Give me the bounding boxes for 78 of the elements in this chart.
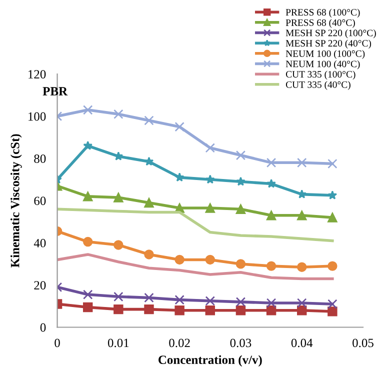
legend-label: PRESS 68 (40°C) [286,19,355,28]
y-tick-label: 60 [34,196,46,206]
point [328,306,338,316]
y-axis-title: Kinematic Viscosity (cSt) [10,134,22,268]
point [144,198,154,208]
point [266,306,276,316]
point [266,210,276,220]
point [174,172,184,182]
point [297,158,307,168]
point [144,116,154,126]
x-tick-label: 0.01 [108,338,129,348]
legend-label: MESH SP 220 (40°C) [286,40,372,49]
y-tick-label: 120 [28,70,46,79]
y-tick-label: 40 [34,238,46,248]
point [236,176,246,186]
point [174,254,184,265]
point [205,254,216,265]
point [266,178,276,188]
line-series [57,253,334,280]
point [266,158,276,168]
point [82,105,93,115]
point [174,122,184,132]
point [144,156,154,166]
point [205,174,215,184]
x-tick-label: 0.04 [291,338,313,348]
legend-label: CUT 335 (100°C) [286,70,356,80]
point [266,298,276,308]
y-tick-label: 80 [34,154,46,163]
y-tick-label: 100 [28,112,46,121]
legend-label: MESH SP 220 (100°C) [286,29,376,38]
point [174,294,184,305]
point [82,236,93,247]
point [297,189,307,198]
point [114,109,124,120]
point [83,140,93,150]
point [236,297,246,307]
x-tick-label: 0.05 [352,338,374,348]
point [114,240,124,250]
point [114,151,124,160]
point [236,259,246,269]
point [297,210,307,220]
y-tick-label: 0 [40,323,46,332]
point [328,190,338,200]
point [114,292,124,302]
point [328,158,338,169]
point [144,304,154,314]
point [144,250,154,260]
point [205,203,216,213]
point [174,306,184,316]
x-tick-label: 0.02 [169,338,190,348]
point [205,306,216,316]
point [297,262,307,272]
point [82,192,93,202]
legend-label: NEUM 100 (100°C) [286,50,365,59]
text: PBR [42,87,68,96]
point [82,290,93,300]
point [328,212,338,222]
point [205,143,216,153]
point [82,302,93,312]
legend-label: CUT 335 (40°C) [286,81,350,90]
point [114,304,124,314]
x-axis-title: Concentration (v/v) [158,355,262,367]
point [236,150,246,160]
x-tick-label: 0 [54,338,60,348]
x-tick-label: 0.03 [230,338,252,348]
point [297,298,307,308]
point [236,204,246,214]
legend-label: PRESS 68 (100°C) [286,8,360,18]
point [266,261,276,271]
point [205,296,216,306]
point [297,306,307,316]
legend-label: NEUM 100 (40°C) [286,60,360,70]
y-tick-label: 20 [34,281,46,290]
point [114,192,124,202]
point [328,261,338,271]
point [236,306,246,316]
point [328,299,338,309]
point [144,292,154,303]
